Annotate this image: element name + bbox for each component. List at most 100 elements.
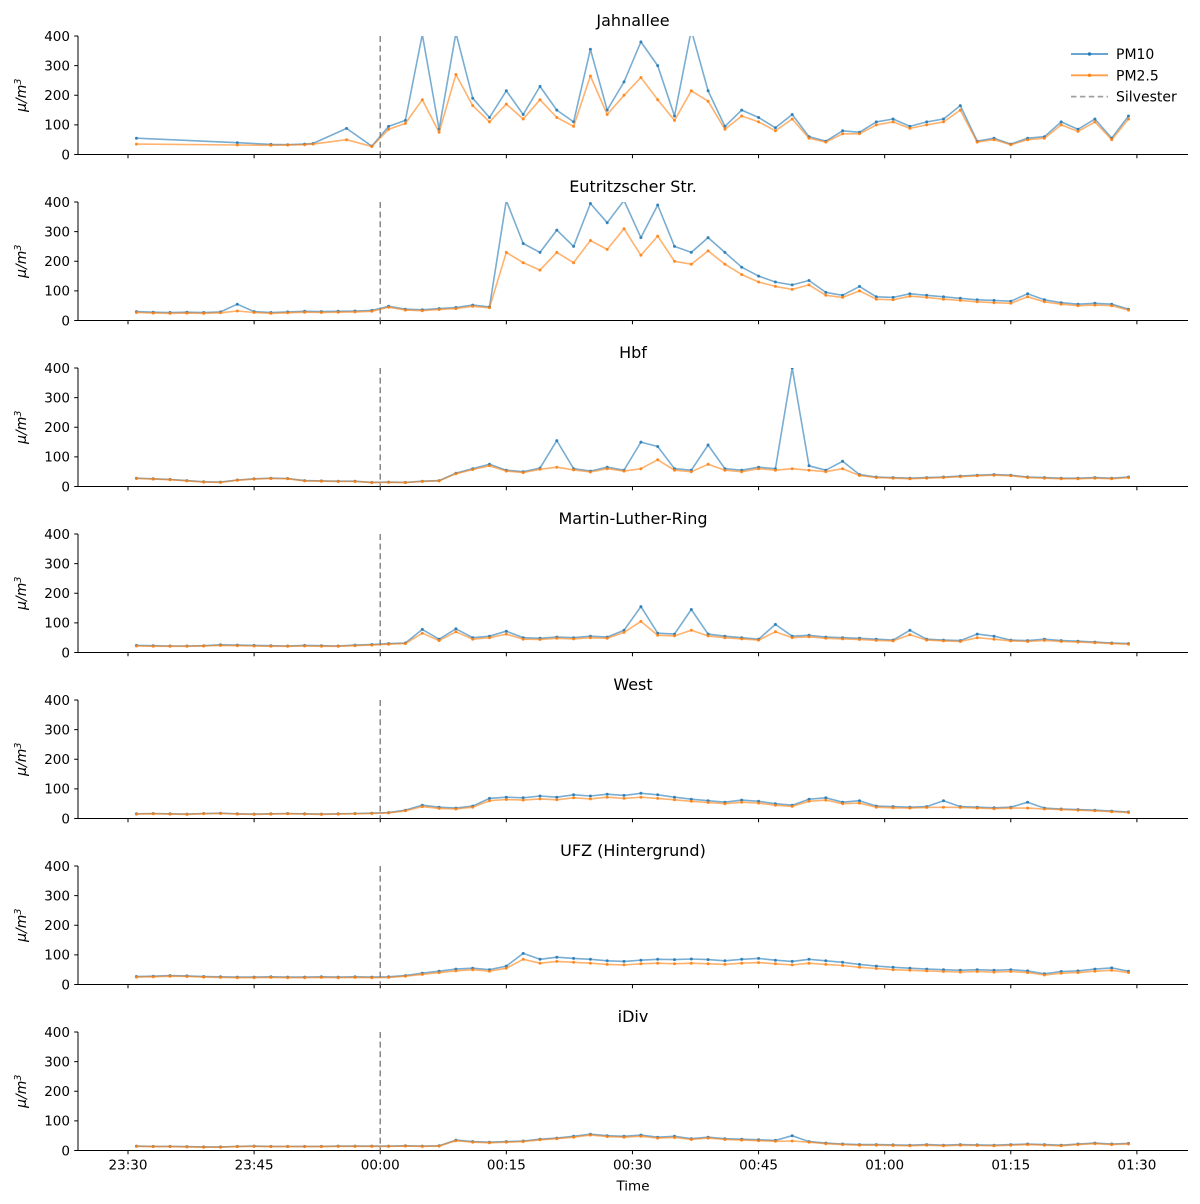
marker-pm25-icon [1110,138,1114,142]
marker-pm10-icon [572,956,576,960]
panel-title-hbf: Hbf [619,343,647,362]
marker-pm25-icon [471,968,475,972]
marker-pm25-icon [1026,971,1030,975]
marker-pm25-icon [420,631,424,635]
marker-pm25-icon [538,961,542,965]
x-tick-label: 00:45 [739,1158,778,1174]
marker-pm25-icon [773,962,777,966]
marker-pm25-icon [975,636,979,640]
marker-pm25-icon [925,476,929,480]
marker-pm10-icon [925,120,929,124]
marker-pm25-icon [1093,303,1097,307]
marker-pm25-icon [706,249,710,253]
marker-pm25-icon [908,1144,912,1148]
marker-pm25-icon [588,1133,592,1137]
marker-pm25-icon [202,975,206,979]
marker-pm25-icon [437,308,441,311]
marker-pm10-icon [387,124,391,128]
marker-pm25-icon [942,639,945,643]
marker-pm25-icon [689,89,693,93]
marker-pm25-icon [219,975,222,979]
y-tick-label: 200 [44,586,70,602]
marker-pm25-icon [488,636,491,640]
marker-pm25-icon [336,644,340,648]
marker-pm25-icon [437,130,441,134]
marker-pm10-icon [757,116,761,119]
marker-pm25-icon [689,628,693,632]
marker-pm25-icon [219,812,222,815]
marker-pm25-icon [807,635,811,639]
marker-pm25-icon [757,280,761,284]
y-tick-label: 100 [44,782,70,798]
marker-pm25-icon [370,976,374,980]
marker-pm10-icon [1026,800,1030,804]
marker-pm25-icon [858,1143,861,1147]
marker-pm25-icon [1009,639,1013,643]
marker-pm25-icon [1059,808,1063,812]
marker-pm25-icon [370,145,374,148]
marker-pm25-icon [1026,295,1030,299]
marker-pm25-icon [790,636,794,640]
marker-pm25-icon [252,311,256,314]
marker-pm25-icon [942,476,945,480]
marker-pm25-icon [572,468,576,472]
marker-pm10-icon [656,445,660,448]
marker-pm25-icon [639,1134,643,1138]
y-tick-label: 0 [61,147,70,163]
marker-pm25-icon [673,259,676,263]
marker-pm10-icon [538,957,542,961]
marker-pm25-icon [622,93,626,97]
marker-pm25-icon [403,121,407,125]
marker-pm10-icon [958,104,962,108]
marker-pm25-icon [858,289,861,293]
marker-pm25-icon [1127,308,1130,312]
marker-pm25-icon [504,250,508,254]
marker-pm25-icon [1059,123,1063,127]
marker-pm25-icon [605,247,609,251]
marker-pm25-icon [723,962,727,966]
marker-pm10-icon [1059,120,1063,124]
marker-pm25-icon [353,310,357,314]
marker-pm25-icon [521,261,525,265]
marker-pm25-icon [504,469,508,473]
marker-pm25-icon [1009,806,1013,810]
marker-pm10-icon [891,295,895,299]
marker-pm10-icon [605,221,609,225]
marker-pm25-icon [1042,476,1046,480]
y-axis-label: µ/m3 [13,1075,30,1109]
marker-pm10-icon [555,795,559,799]
marker-pm25-icon [706,801,710,804]
marker-pm10-icon [572,793,576,797]
marker-pm10-icon [1093,967,1097,971]
marker-pm25-icon [723,468,727,472]
marker-pm25-icon [319,975,323,979]
marker-pm25-icon [824,962,828,966]
panel-title-martin-luther-ring: Martin-Luther-Ring [558,509,707,528]
marker-pm25-icon [740,114,744,118]
marker-pm25-icon [252,1144,256,1148]
marker-pm25-icon [134,1144,138,1148]
marker-pm25-icon [471,805,475,809]
marker-pm25-icon [269,1145,273,1149]
marker-pm25-icon [319,1145,323,1149]
marker-pm25-icon [454,1139,458,1143]
marker-pm25-icon [740,800,744,804]
marker-pm25-icon [471,1140,475,1144]
marker-pm10-icon [841,293,845,297]
marker-pm25-icon [639,253,643,257]
marker-pm25-icon [303,976,307,980]
marker-pm25-icon [319,479,323,483]
marker-pm25-icon [1009,970,1013,973]
marker-pm25-icon [235,309,239,313]
marker-pm25-icon [757,638,761,642]
marker-pm25-icon [454,807,458,811]
marker-pm25-icon [706,99,710,103]
marker-pm25-icon [622,963,626,967]
marker-pm10-icon [504,629,508,633]
marker-pm25-icon [622,469,626,473]
marker-pm10-icon [942,295,945,299]
marker-pm25-icon [958,806,962,809]
marker-pm10-icon [673,795,676,799]
marker-pm25-icon [773,284,777,288]
marker-pm25-icon [151,644,155,648]
